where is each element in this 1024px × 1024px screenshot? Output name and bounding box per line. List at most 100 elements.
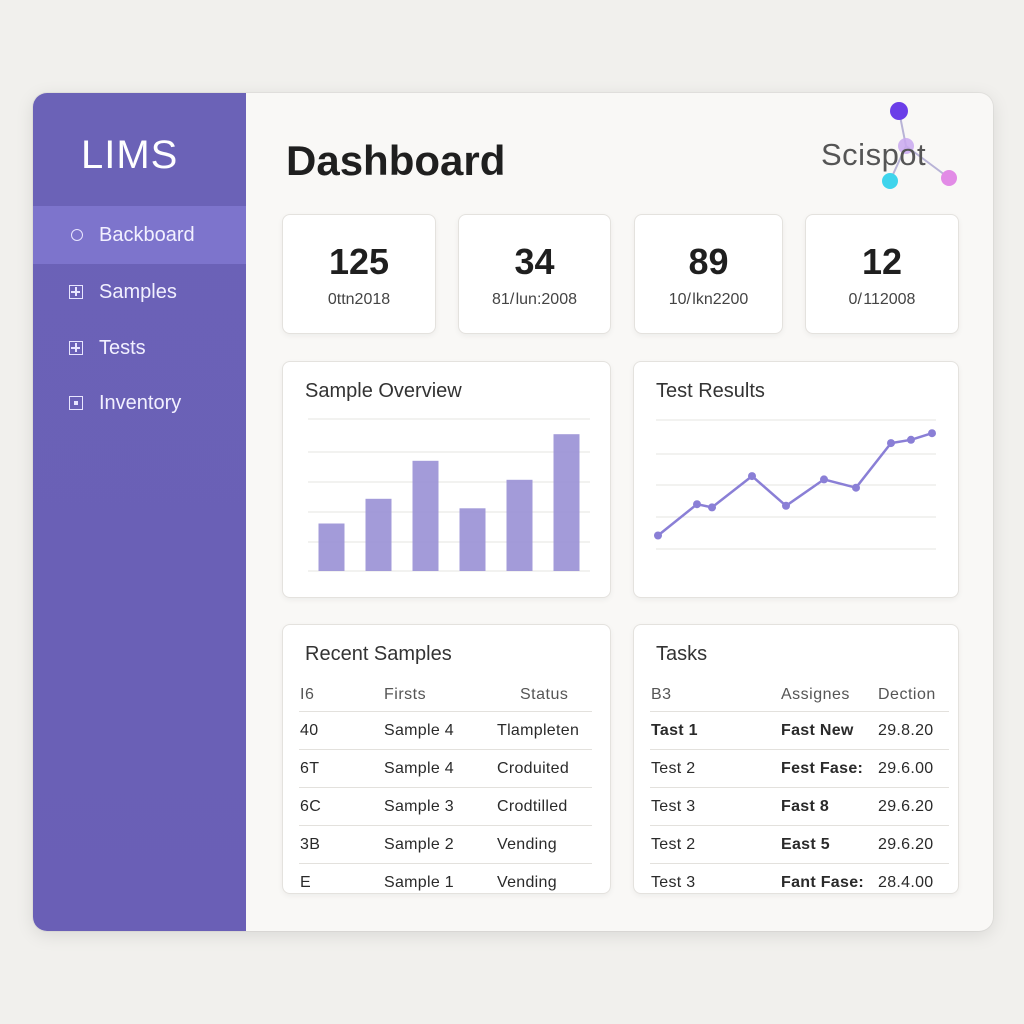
dot-box-icon (69, 396, 83, 410)
logo-graphic (882, 102, 957, 189)
sidebar-item-samples[interactable]: Samples (33, 263, 246, 321)
stat-value: 89 (688, 241, 729, 282)
column-header: Firsts (384, 686, 427, 703)
column-header: B3 (651, 686, 672, 703)
brand-title: LIMS (81, 133, 179, 177)
table-header: I6 Firsts Status (299, 679, 592, 712)
table-cell: 6T (299, 749, 383, 788)
table-cell: Fant Fase: (780, 863, 877, 901)
sidebar-item-label: Backboard (99, 223, 195, 246)
data-point (654, 531, 662, 540)
logo-text: Scispot (821, 137, 927, 172)
column-header: I6 (300, 686, 315, 703)
card-title: Test Results (656, 380, 765, 402)
stat-subtitle: 0ttn2018 (327, 291, 391, 308)
table-cell: 3B (299, 825, 383, 864)
sidebar-item-tests[interactable]: Tests (33, 319, 246, 377)
table-cell: Fest Fase: (780, 749, 877, 788)
tasks-table: B3 Assignes Dection Tast 1 Fast New 29.8… (650, 679, 949, 901)
table-cell: E (299, 863, 383, 901)
table-cell: Fast 8 (780, 787, 877, 826)
table-cell: Sample 4 (383, 749, 496, 788)
series-line (657, 432, 933, 537)
plus-box-icon (69, 285, 83, 299)
stat-value: 12 (861, 241, 903, 282)
plus-box-icon (69, 341, 83, 355)
circle-icon (71, 229, 83, 241)
table-cell: 29.8.20 (877, 711, 949, 750)
data-point (907, 435, 915, 444)
stat-value: 125 (328, 241, 390, 282)
table-row[interactable]: 6C Sample 3 Crodtilled (299, 787, 592, 826)
tasks-card: Tasks B3 Assignes Dection Tast 1 Fast Ne… (633, 624, 959, 901)
data-point (820, 475, 828, 484)
table-cell: 40 (299, 711, 383, 750)
table-row[interactable]: 6T Sample 4 Croduited (299, 749, 592, 788)
table-cell: Crodtilled (496, 787, 592, 826)
table-cell: Tast 1 (650, 711, 780, 750)
stat-subtitle: 10/ lkn2200 (668, 291, 749, 308)
table-cell: 29.6.20 (877, 825, 949, 864)
recent-samples-card: Recent Samples I6 Firsts Status 40 Sampl… (282, 624, 611, 901)
stat-subtitle: 81/ lun:2008 (492, 291, 577, 308)
bar (365, 498, 392, 571)
card-title: Sample Overview (305, 380, 462, 402)
page-title: Dashboard (286, 137, 506, 184)
stat-subtitle: 0/ 112008 (848, 291, 916, 308)
column-header: Dection (878, 686, 936, 703)
table-cell: 6C (299, 787, 383, 826)
table-cell: Test 2 (650, 825, 780, 864)
table-cell: Sample 1 (383, 863, 496, 901)
sidebar: LIMS Backboard Samples Tests Inventory (33, 93, 246, 931)
data-point (748, 472, 756, 481)
table-cell: Test 2 (650, 749, 780, 788)
table-cell: 29.6.00 (877, 749, 949, 788)
stat-value: 34 (514, 241, 555, 282)
table-cell: Vending (496, 825, 592, 864)
bar (553, 434, 580, 571)
table-cell: Croduited (496, 749, 592, 788)
stat-card: 34 81/ lun:2008 (458, 214, 611, 334)
table-row[interactable]: 40 Sample 4 Tlampleten (299, 711, 592, 750)
table-cell: East 5 (780, 825, 877, 864)
data-point (887, 439, 895, 448)
data-point (852, 483, 860, 492)
scispot-logo: Scispot (818, 101, 968, 201)
table-cell: Sample 2 (383, 825, 496, 864)
bar (412, 460, 439, 571)
test-results-chart (654, 419, 936, 550)
table-cell: Vending (496, 863, 592, 901)
data-point (782, 501, 790, 510)
table-row[interactable]: 3B Sample 2 Vending (299, 825, 592, 864)
table-cell: 28.4.00 (877, 863, 949, 901)
column-header: Assignes (781, 686, 850, 703)
sample-overview-chart (308, 418, 590, 572)
sidebar-item-backboard[interactable]: Backboard (33, 206, 246, 264)
table-row[interactable]: Tast 1 Fast New 29.8.20 (650, 711, 949, 750)
sidebar-item-label: Tests (99, 336, 146, 359)
table-row[interactable]: Test 2 Fest Fase: 29.6.00 (650, 749, 949, 788)
table-row[interactable]: Test 2 East 5 29.6.20 (650, 825, 949, 864)
table-cell: Tlampleten (496, 711, 592, 750)
table-cell: Test 3 (650, 863, 780, 901)
column-header: Status (520, 686, 569, 703)
app-window: LIMS Backboard Samples Tests Inventory D… (33, 93, 993, 931)
data-point (693, 500, 701, 509)
stat-card: 125 0ttn2018 (282, 214, 436, 334)
table-cell: Test 3 (650, 787, 780, 826)
sidebar-item-inventory[interactable]: Inventory (33, 374, 246, 432)
table-row[interactable]: Test 3 Fast 8 29.6.20 (650, 787, 949, 826)
table-row[interactable]: Test 3 Fant Fase: 28.4.00 (650, 863, 949, 901)
card-title: Recent Samples (305, 643, 452, 665)
table-row[interactable]: E Sample 1 Vending (299, 863, 592, 901)
bar (506, 479, 533, 571)
sidebar-item-label: Samples (99, 280, 177, 303)
sidebar-item-label: Inventory (99, 391, 182, 414)
table-cell: 29.6.20 (877, 787, 949, 826)
data-point (928, 429, 936, 438)
recent-samples-table: I6 Firsts Status 40 Sample 4 Tlampleten … (299, 679, 592, 901)
table-cell: Fast New (780, 711, 877, 750)
test-results-card: Test Results (633, 361, 959, 598)
stat-card: 89 10/ lkn2200 (634, 214, 783, 334)
bar (459, 508, 486, 571)
